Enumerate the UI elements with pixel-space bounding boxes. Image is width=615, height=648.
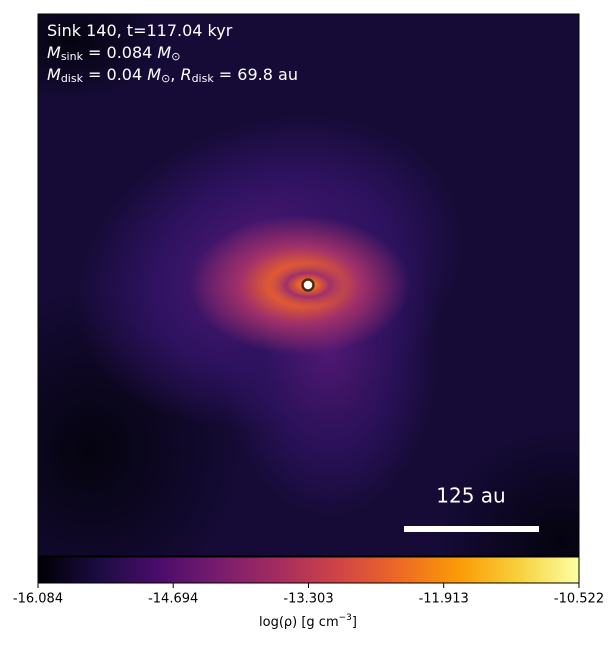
colorbar-tick-label: -13.303	[283, 592, 333, 607]
colorbar-tick-label: -14.694	[148, 592, 198, 607]
annotation-segment: M	[47, 65, 61, 84]
annotation-segment: ⊙	[171, 50, 180, 63]
annotation-segment: ,	[170, 65, 180, 84]
annotation-segment: = 0.084	[83, 43, 157, 62]
annotation-segment: M	[147, 65, 161, 84]
annotation-segment: disk	[192, 72, 215, 85]
annotation-segment: = 0.04	[83, 65, 147, 84]
annotation-segment: M	[47, 43, 61, 62]
colorbar-tick-label: -11.913	[419, 592, 469, 607]
colorbar-tick-label: -10.522	[554, 592, 604, 607]
annotation-segment: Sink 140, t=117.04 kyr	[47, 21, 233, 40]
scale-bar-label: 125 au	[436, 484, 505, 508]
annotation-segment: M	[157, 43, 171, 62]
colorbar-label: log(ρ) [g cm−3]	[259, 613, 357, 630]
annotation-segment: ⊙	[161, 72, 170, 85]
frame	[37, 13, 580, 557]
colorbar	[37, 556, 580, 584]
annotation-segment: R	[180, 65, 191, 84]
annotation-segment: = 69.8 au	[214, 65, 298, 84]
annotation-segment: sink	[61, 50, 84, 63]
annotation-line: Sink 140, t=117.04 kyr	[47, 21, 233, 40]
annotation-line: Mdisk = 0.04 M⊙, Rdisk = 69.8 au	[47, 65, 298, 86]
annotation-line: Msink = 0.084 M⊙	[47, 43, 180, 64]
colorbar-tick-label: -16.084	[13, 592, 63, 607]
annotation-segment: disk	[61, 72, 84, 85]
